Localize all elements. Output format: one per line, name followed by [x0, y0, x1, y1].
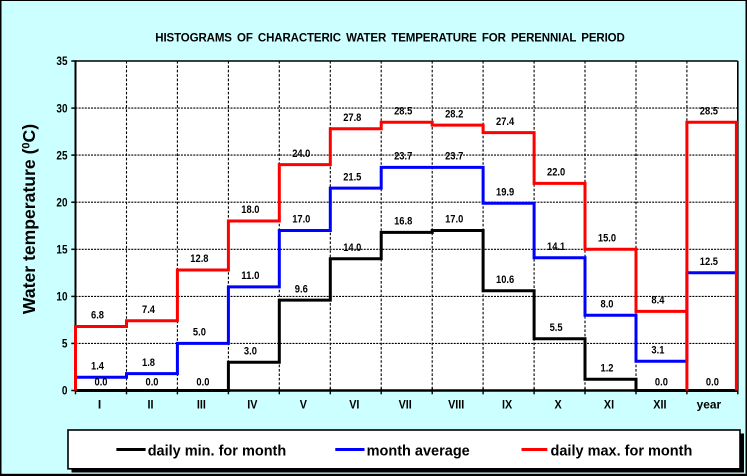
svg-text:12.5: 12.5: [700, 256, 718, 268]
svg-text:0.0: 0.0: [706, 377, 719, 389]
svg-text:VII: VII: [399, 398, 412, 412]
svg-text:27.8: 27.8: [343, 112, 361, 124]
svg-text:28.2: 28.2: [445, 108, 463, 120]
svg-text:9.6: 9.6: [295, 283, 308, 295]
svg-text:27.4: 27.4: [496, 116, 515, 128]
svg-text:0.0: 0.0: [196, 377, 209, 389]
svg-text:23.7: 23.7: [394, 151, 412, 163]
svg-text:5.0: 5.0: [193, 327, 206, 339]
svg-text:VI: VI: [349, 398, 359, 412]
svg-text:I: I: [98, 398, 101, 412]
svg-text:15.0: 15.0: [598, 233, 616, 245]
svg-text:XI: XI: [604, 398, 614, 412]
svg-text:30: 30: [56, 103, 67, 115]
svg-text:3.1: 3.1: [651, 345, 664, 357]
svg-text:16.8: 16.8: [394, 216, 412, 228]
svg-text:1.2: 1.2: [601, 362, 614, 374]
svg-text:5: 5: [62, 339, 68, 351]
svg-text:daily min. for month: daily min. for month: [148, 443, 287, 459]
svg-text:XII: XII: [653, 398, 666, 412]
svg-text:12.8: 12.8: [190, 253, 208, 265]
svg-text:V: V: [300, 398, 307, 412]
svg-text:10.6: 10.6: [496, 274, 514, 286]
svg-text:14.0: 14.0: [343, 242, 361, 254]
svg-text:8.4: 8.4: [651, 295, 665, 307]
svg-text:35: 35: [56, 56, 68, 68]
svg-text:6.8: 6.8: [91, 310, 104, 322]
svg-text:1.4: 1.4: [91, 361, 105, 373]
svg-text:28.5: 28.5: [700, 105, 718, 117]
svg-text:23.7: 23.7: [445, 151, 463, 163]
svg-text:IV: IV: [247, 398, 257, 412]
svg-text:22.0: 22.0: [547, 167, 565, 179]
svg-text:HISTOGRAMS OF CHARACTERIC WATE: HISTOGRAMS OF CHARACTERIC WATER TEMPERAT…: [155, 33, 624, 45]
svg-text:20: 20: [56, 197, 67, 209]
svg-text:0.0: 0.0: [146, 377, 159, 389]
svg-text:15: 15: [56, 245, 68, 257]
svg-text:14.1: 14.1: [547, 241, 565, 253]
svg-text:19.9: 19.9: [496, 186, 514, 198]
svg-text:7.4: 7.4: [142, 304, 156, 316]
svg-text:VIII: VIII: [448, 398, 464, 412]
svg-text:year: year: [697, 398, 722, 412]
svg-text:daily max. for month: daily max. for month: [551, 443, 693, 459]
svg-text:0.0: 0.0: [655, 377, 668, 389]
svg-text:17.0: 17.0: [292, 214, 310, 226]
svg-text:8.0: 8.0: [601, 298, 614, 310]
svg-text:11.0: 11.0: [241, 270, 259, 282]
svg-text:1.8: 1.8: [142, 357, 155, 369]
svg-text:25: 25: [56, 150, 68, 162]
svg-text:18.0: 18.0: [241, 204, 259, 216]
svg-text:II: II: [148, 398, 154, 412]
svg-text:24.0: 24.0: [292, 148, 310, 160]
svg-text:10: 10: [56, 292, 67, 304]
svg-text:3.0: 3.0: [244, 346, 257, 358]
svg-text:5.5: 5.5: [550, 322, 563, 334]
svg-text:X: X: [555, 398, 562, 412]
svg-text:21.5: 21.5: [343, 171, 361, 183]
svg-text:28.5: 28.5: [394, 105, 412, 117]
svg-text:0.0: 0.0: [95, 377, 108, 389]
svg-text:Water temperature (0C): Water temperature (0C): [19, 124, 39, 314]
svg-text:0: 0: [62, 386, 68, 398]
svg-text:17.0: 17.0: [445, 214, 463, 226]
svg-text:III: III: [197, 398, 206, 412]
svg-text:IX: IX: [502, 398, 512, 412]
svg-text:month average: month average: [367, 443, 470, 459]
